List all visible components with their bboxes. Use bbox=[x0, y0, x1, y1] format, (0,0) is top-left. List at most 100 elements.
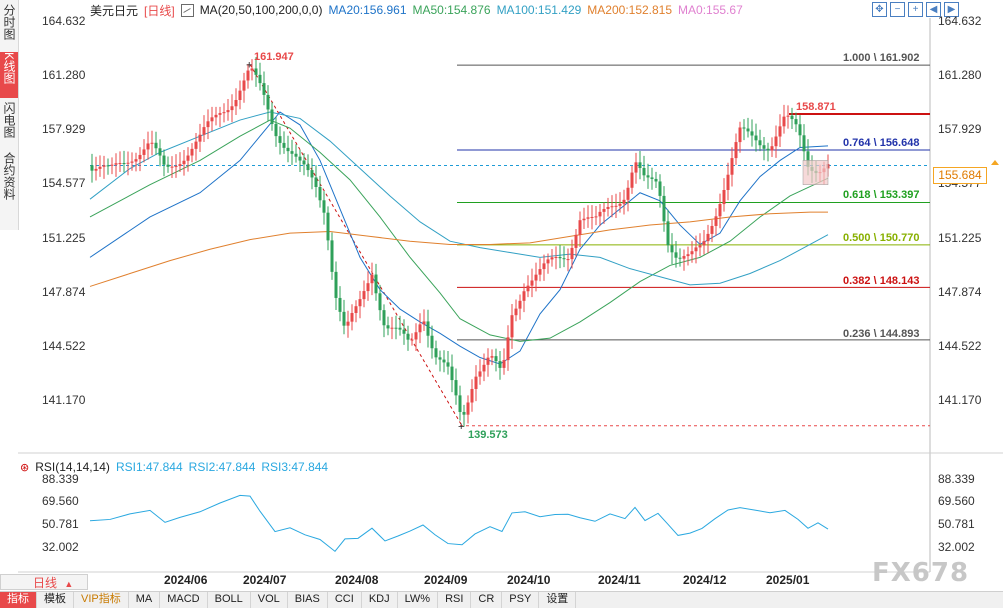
candle-body bbox=[142, 149, 146, 155]
fib-level-label: 0.500 \ 150.770 bbox=[843, 232, 920, 244]
candle-body bbox=[146, 143, 150, 150]
candle-body bbox=[702, 241, 706, 246]
candle-body bbox=[490, 356, 494, 358]
candle-body bbox=[642, 168, 646, 176]
candle-body bbox=[494, 356, 498, 362]
price-arrow-icon bbox=[991, 160, 999, 165]
candle-body bbox=[206, 121, 210, 128]
candle-body bbox=[518, 300, 522, 309]
highlight-box bbox=[802, 160, 829, 185]
symbol-name: 美元日元 bbox=[90, 3, 139, 18]
candle-body bbox=[370, 274, 374, 284]
candle-body bbox=[706, 233, 710, 242]
candle-body bbox=[726, 174, 730, 190]
price-label: 157.929 bbox=[938, 122, 982, 136]
rsi2-value: RSI2:47.844 bbox=[188, 460, 256, 474]
candle-body bbox=[290, 151, 294, 154]
candle-body bbox=[538, 269, 542, 275]
candle-body bbox=[198, 134, 202, 142]
ma0-value: MA0:155.67 bbox=[678, 3, 743, 17]
candle-body bbox=[438, 357, 442, 360]
candle-body bbox=[586, 217, 590, 219]
candle-body bbox=[94, 168, 98, 171]
candle-body bbox=[674, 252, 678, 258]
candle-body bbox=[446, 362, 450, 367]
tab-cci[interactable]: CCI bbox=[328, 592, 362, 608]
ma200-line bbox=[89, 211, 828, 287]
candle-body bbox=[798, 124, 802, 136]
tab-flash-chart[interactable]: 闪电图 bbox=[0, 102, 18, 148]
candle-body bbox=[226, 110, 230, 113]
candle-body bbox=[486, 357, 490, 365]
candle-body bbox=[306, 164, 310, 171]
fib-level-label: 0.236 \ 144.893 bbox=[843, 328, 920, 340]
tab-boll[interactable]: BOLL bbox=[208, 592, 251, 608]
candle-body bbox=[738, 127, 742, 143]
tab-vip-indicators[interactable]: VIP指标 bbox=[74, 592, 129, 608]
low-price-label: 139.573 bbox=[468, 429, 508, 441]
chart-period[interactable]: [日线] bbox=[144, 3, 175, 18]
candle-body bbox=[350, 312, 354, 322]
candle-body bbox=[582, 218, 586, 221]
candle-body bbox=[590, 216, 594, 218]
candle-body bbox=[550, 257, 554, 260]
time-label: 2025/01 bbox=[766, 573, 810, 587]
candle-body bbox=[766, 148, 770, 151]
price-label-left: 157.929 bbox=[42, 122, 86, 136]
candle-body bbox=[346, 321, 350, 326]
candle-body bbox=[410, 339, 414, 341]
tab-kdj[interactable]: KDJ bbox=[362, 592, 398, 608]
current-price-tag: 155.684 bbox=[933, 167, 987, 184]
tab-bias[interactable]: BIAS bbox=[288, 592, 328, 608]
candle-body bbox=[542, 263, 546, 270]
tab-ma[interactable]: MA bbox=[129, 592, 161, 608]
candle-body bbox=[558, 257, 562, 259]
candle-body bbox=[246, 70, 250, 81]
scroll-left-icon[interactable]: ◀ bbox=[926, 2, 941, 17]
tab-vol[interactable]: VOL bbox=[251, 592, 288, 608]
fib-level-label: 0.764 \ 156.648 bbox=[843, 137, 920, 149]
candle-body bbox=[322, 200, 326, 213]
tab-cr[interactable]: CR bbox=[471, 592, 503, 608]
candle-body bbox=[514, 308, 518, 316]
candle-body bbox=[722, 189, 726, 205]
candle-body bbox=[178, 164, 182, 167]
candle-body bbox=[630, 172, 634, 188]
zoom-in-icon[interactable]: + bbox=[908, 2, 923, 17]
candle-body bbox=[794, 119, 798, 125]
tab-settings[interactable]: 设置 bbox=[539, 592, 577, 608]
candle-body bbox=[106, 165, 110, 167]
candle-body bbox=[638, 162, 642, 169]
candle-body bbox=[250, 68, 254, 71]
tab-rsi[interactable]: RSI bbox=[438, 592, 472, 608]
time-label: 2024/10 bbox=[507, 573, 551, 587]
candle-body bbox=[682, 256, 686, 259]
tab-lw[interactable]: LW% bbox=[398, 592, 439, 608]
rsi-axis-label: 50.781 bbox=[938, 517, 975, 531]
candle-body bbox=[406, 333, 410, 340]
candle-body bbox=[190, 148, 194, 156]
scroll-right-icon[interactable]: ▶ bbox=[944, 2, 959, 17]
candle-body bbox=[186, 155, 190, 161]
tab-macd[interactable]: MACD bbox=[160, 592, 208, 608]
candle-body bbox=[242, 80, 246, 91]
tab-templates[interactable]: 模板 bbox=[37, 592, 74, 608]
tab-psy[interactable]: PSY bbox=[502, 592, 540, 608]
candle-body bbox=[742, 127, 746, 129]
move-icon[interactable]: ✥ bbox=[872, 2, 887, 17]
zoom-out-icon[interactable]: − bbox=[890, 2, 905, 17]
tab-indicators[interactable]: 指标 bbox=[0, 592, 37, 608]
period-select-button[interactable]: 日线 ▲ bbox=[0, 574, 88, 590]
candle-body bbox=[474, 376, 478, 389]
candle-body bbox=[170, 166, 174, 168]
tab-kline-chart[interactable]: K线图 bbox=[0, 52, 18, 98]
candle-body bbox=[462, 411, 466, 415]
candle-body bbox=[602, 208, 606, 212]
indicator-settings-icon[interactable] bbox=[180, 3, 194, 17]
tab-time-chart[interactable]: 分时图 bbox=[0, 4, 18, 42]
candle-body bbox=[458, 395, 462, 412]
candle-body bbox=[690, 251, 694, 255]
tab-contract-info[interactable]: 合约资料 bbox=[0, 152, 18, 214]
rsi-settings-icon[interactable]: ⊛ bbox=[20, 461, 30, 474]
